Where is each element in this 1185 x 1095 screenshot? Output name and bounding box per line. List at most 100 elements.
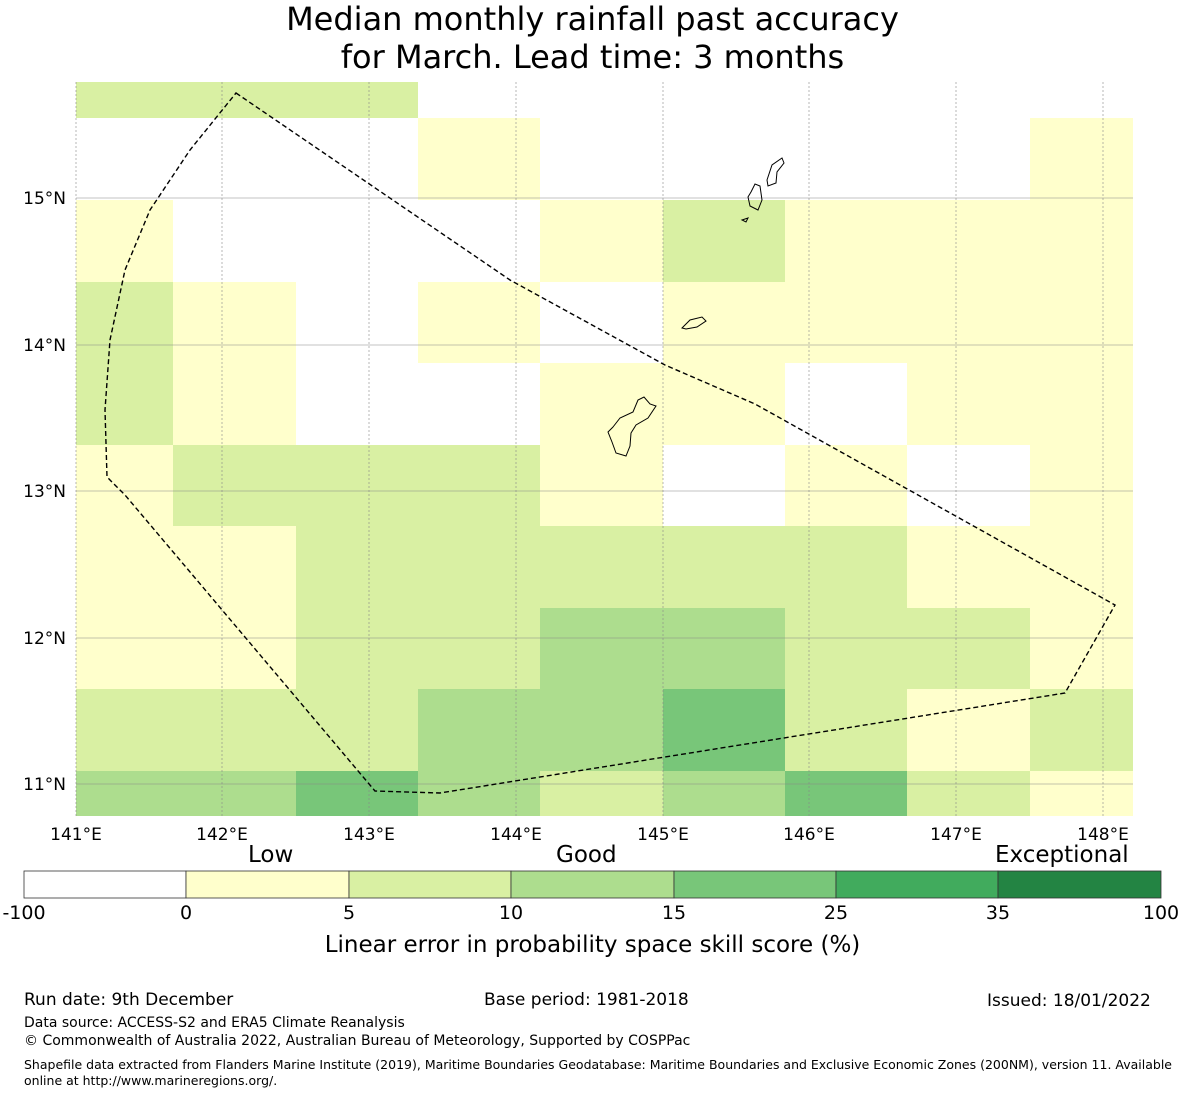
base-period: Base period: 1981-2018 xyxy=(484,990,689,1010)
grid-cell xyxy=(296,200,418,282)
grid-cell xyxy=(173,526,296,608)
grid-cell xyxy=(1030,282,1133,363)
grid-cell xyxy=(785,526,907,608)
colorbar-title: Linear error in probability space skill … xyxy=(324,932,861,958)
grid-cell xyxy=(907,445,1030,526)
grid-cell xyxy=(173,608,296,689)
grid-cell xyxy=(1030,526,1133,608)
grid-cell xyxy=(76,608,173,689)
longitude-tick-label: 142°E xyxy=(196,825,248,845)
grid-cell xyxy=(296,282,418,363)
grid-cell xyxy=(540,526,663,608)
grid-cell xyxy=(540,608,663,689)
colorbar xyxy=(23,870,1162,899)
grid-cell xyxy=(173,771,296,816)
colorbar-segment xyxy=(510,870,675,899)
longitude-tick-label: 141°E xyxy=(50,825,102,845)
grid-cell xyxy=(540,445,663,526)
latitude-tick-label: 13°N xyxy=(23,482,66,502)
grid-cell xyxy=(173,363,296,445)
grid-cell xyxy=(296,118,418,200)
grid-cell xyxy=(296,363,418,445)
grid-cell xyxy=(540,771,663,816)
run-date: Run date: 9th December xyxy=(24,990,234,1010)
grid-cell xyxy=(76,282,173,363)
grid-cell xyxy=(296,689,418,771)
graticule xyxy=(75,82,1133,816)
grid-cell xyxy=(663,608,785,689)
grid-cell xyxy=(785,608,907,689)
eez-boundary xyxy=(104,92,1116,794)
colorbar-tick-label: 10 xyxy=(498,902,524,924)
grid-cell xyxy=(785,363,907,445)
grid-cell xyxy=(76,526,173,608)
latitude-tick-label: 11°N xyxy=(23,775,66,795)
grid-cell xyxy=(296,526,418,608)
grid-cell xyxy=(540,363,663,445)
longitude-tick-label: 145°E xyxy=(637,825,689,845)
map-title: Median monthly rainfall past accuracy fo… xyxy=(0,0,1185,76)
grid-cell xyxy=(296,771,418,816)
grid-cell xyxy=(663,282,785,363)
grid-cell xyxy=(785,771,907,816)
colorbar-tick-label: 25 xyxy=(823,902,849,924)
island-saipan xyxy=(766,157,785,187)
colorbar-label-low: Low xyxy=(248,842,294,868)
title-line-2: for March. Lead time: 3 months xyxy=(340,38,845,76)
grid-cell xyxy=(1030,200,1133,282)
grid-cell xyxy=(173,118,296,200)
colorbar-segment xyxy=(673,870,837,899)
colorbar-segment xyxy=(835,870,999,899)
grid-cell xyxy=(663,689,785,771)
colorbar-tick-label: 100 xyxy=(1142,902,1180,924)
grid-cell xyxy=(173,200,296,282)
grid-cell xyxy=(296,82,418,118)
grid-cell xyxy=(907,363,1030,445)
grid-cell xyxy=(418,200,540,282)
grid-cell xyxy=(1030,118,1133,200)
longitude-tick-label: 143°E xyxy=(343,825,395,845)
grid-cell xyxy=(76,771,173,816)
longitude-tick-label: 148°E xyxy=(1077,825,1129,845)
grid-cell xyxy=(76,689,173,771)
colorbar-segment xyxy=(185,870,350,899)
colorbar-segment xyxy=(23,870,187,899)
grid-cell xyxy=(418,282,540,363)
grid-cell xyxy=(907,200,1030,282)
grid-cell xyxy=(663,526,785,608)
longitude-tick-label: 146°E xyxy=(783,825,835,845)
grid-cell xyxy=(785,445,907,526)
copyright: © Commonwealth of Australia 2022, Austra… xyxy=(24,1033,691,1049)
grid-cell xyxy=(296,445,418,526)
grid-cell xyxy=(418,526,540,608)
island-tinian xyxy=(747,183,763,211)
colorbar-segment xyxy=(348,870,512,899)
grid-cell xyxy=(76,363,173,445)
grid-cell xyxy=(907,282,1030,363)
grid-cell xyxy=(907,771,1030,816)
grid-cell xyxy=(663,363,785,445)
colorbar-label-exceptional: Exceptional xyxy=(995,842,1129,868)
grid-cell xyxy=(418,445,540,526)
grid-cell xyxy=(418,118,540,200)
longitude-tick-label: 144°E xyxy=(490,825,542,845)
colorbar-tick-label: 5 xyxy=(342,902,356,924)
longitude-axis: 141°E 142°E 143°E 144°E 145°E 146°E 147°E 148°E xyxy=(50,825,1129,845)
grid-cell xyxy=(76,200,173,282)
latitude-axis: 15°N 14°N 13°N 12°N 11°N xyxy=(23,189,66,795)
island-rota xyxy=(681,316,707,330)
latitude-tick-label: 15°N xyxy=(23,189,66,209)
grid-cell xyxy=(540,282,663,363)
grid-cell xyxy=(540,200,663,282)
island-aguijan xyxy=(740,217,749,223)
grid-cell xyxy=(1030,689,1133,771)
colorbar-tick-label: 0 xyxy=(179,902,193,924)
shapefile-credit: Shapefile data extracted from Flanders M… xyxy=(24,1057,1172,1088)
colorbar-tick-label: 35 xyxy=(985,902,1011,924)
grid-cell xyxy=(1030,445,1133,526)
grid-cell xyxy=(173,282,296,363)
grid-cell xyxy=(418,608,540,689)
grid-cell xyxy=(785,200,907,282)
grid-cell xyxy=(663,200,785,282)
grid-cell xyxy=(785,689,907,771)
